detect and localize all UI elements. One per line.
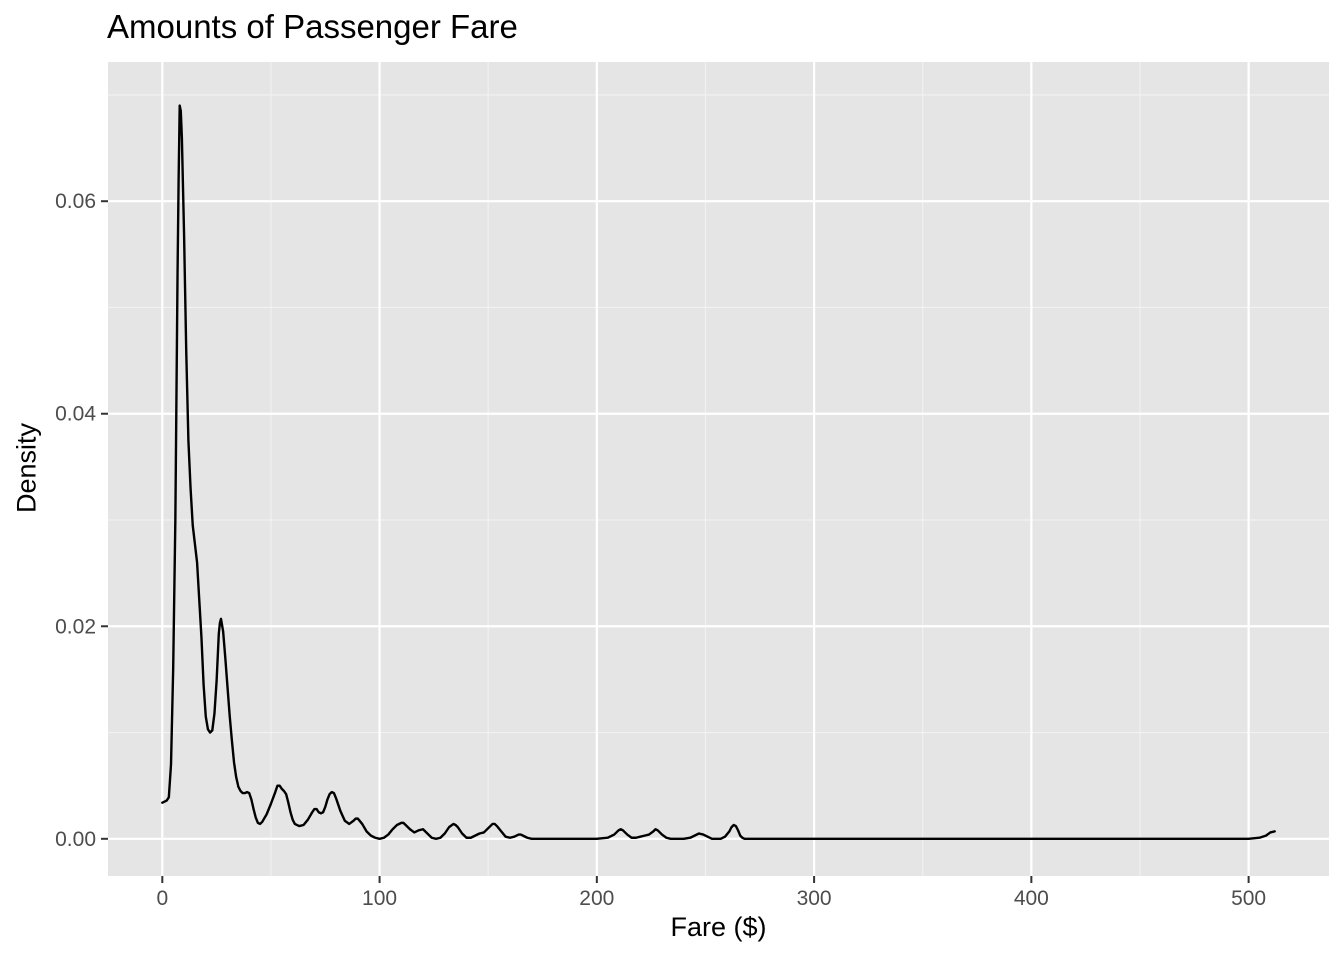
y-tick-label: 0.02 — [55, 615, 96, 638]
x-tick-label: 0 — [156, 887, 168, 910]
x-tick-label: 200 — [579, 887, 614, 910]
y-tick-label: 0.04 — [55, 403, 96, 426]
y-tick-label: 0.06 — [55, 190, 96, 213]
panel-background — [108, 62, 1329, 876]
chart-title: Amounts of Passenger Fare — [107, 8, 518, 45]
x-tick-label: 100 — [362, 887, 397, 910]
density-line — [161, 104, 1276, 841]
x-tick-label: 400 — [1014, 887, 1049, 910]
x-tick-label: 500 — [1231, 887, 1266, 910]
y-tick-label: 0.00 — [55, 828, 96, 851]
x-tick-label: 300 — [797, 887, 832, 910]
x-axis-title: Fare ($) — [670, 912, 767, 942]
